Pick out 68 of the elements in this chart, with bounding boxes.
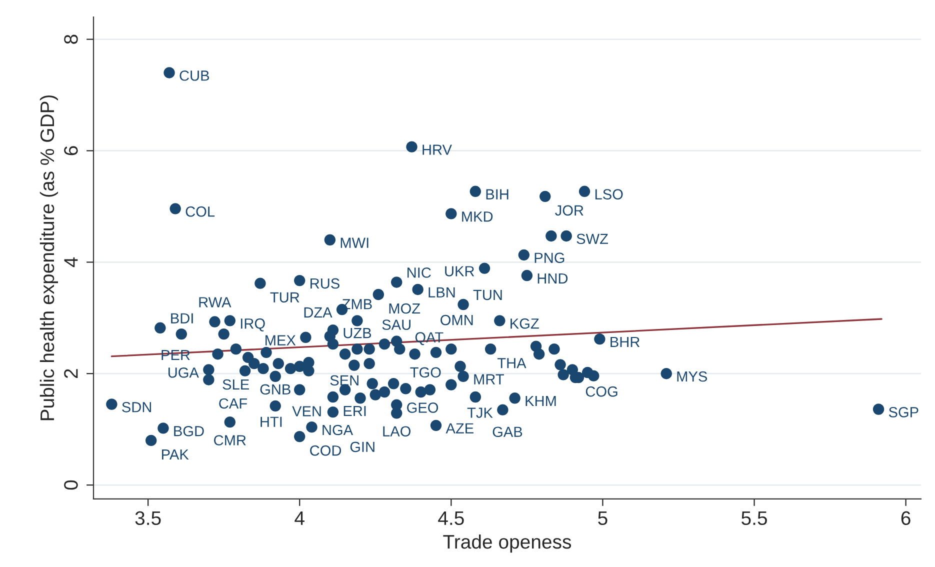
y-axis-title: Public health expenditure (as % GDP) xyxy=(40,95,58,420)
y-tick-label: 2 xyxy=(64,369,78,378)
x-tick-label: 5 xyxy=(598,511,608,526)
annotation: SAU xyxy=(382,320,410,330)
annotation: NIC xyxy=(408,267,431,278)
annotation: GAB xyxy=(492,426,522,438)
annotation: IRQ xyxy=(240,318,265,332)
annotation: MEX xyxy=(266,335,296,346)
annotation: COG xyxy=(586,386,618,397)
annotation: UZB xyxy=(344,328,372,338)
annotation: UGA xyxy=(168,367,199,378)
y-tick-label: 8 xyxy=(64,34,78,44)
annotation: CUB xyxy=(180,70,210,81)
annotation: GEO xyxy=(407,402,438,413)
annotation: TUR xyxy=(270,292,300,303)
y-tick-label: 6 xyxy=(64,146,78,156)
annotation: RWA xyxy=(199,297,232,308)
annotation: LBN xyxy=(428,287,455,298)
annotation: ERI xyxy=(344,406,366,416)
x-tick-label: 6 xyxy=(901,511,910,526)
annotation: COL xyxy=(186,206,215,217)
annotation: DZA xyxy=(304,307,332,318)
annotation: MKD xyxy=(462,212,493,222)
x-tick-label: 4.5 xyxy=(438,511,464,526)
annotation: SLE xyxy=(222,379,249,390)
annotation: PNG xyxy=(534,252,564,263)
annotation: RUS xyxy=(310,278,340,289)
y-tick-label: 0 xyxy=(64,480,78,490)
y-tick-label: 4 xyxy=(64,257,78,268)
annotation: TJK xyxy=(467,408,493,418)
annotation: BIH xyxy=(486,189,508,200)
annotation: SWZ xyxy=(576,234,608,244)
annotation: UKR xyxy=(445,266,474,276)
x-axis-title: Trade openess xyxy=(443,534,572,553)
annotation: KHM xyxy=(526,396,556,406)
annotation: BHR xyxy=(610,336,640,347)
annotation: TGO xyxy=(410,367,441,378)
annotation: CMR xyxy=(214,435,246,446)
annotation: LAO xyxy=(383,426,410,437)
annotation: OMN xyxy=(440,314,473,326)
annotation: MWI xyxy=(340,238,368,248)
annotation: BDI xyxy=(171,313,193,324)
annotation: GIN xyxy=(350,442,374,452)
annotation: JOR xyxy=(555,205,584,216)
annotation: AZE xyxy=(446,423,474,434)
annotation: MYS xyxy=(677,371,708,382)
annotation: CAF xyxy=(219,398,247,409)
annotation: MRT xyxy=(474,374,504,384)
x-tick-label: 4 xyxy=(294,511,304,525)
annotation: MOZ xyxy=(389,303,420,314)
annotation: TUN xyxy=(473,290,502,300)
annotation: THA xyxy=(497,358,526,368)
annotation: KGZ xyxy=(510,318,539,329)
annotation: NGA xyxy=(322,424,354,436)
annotation: HTI xyxy=(260,416,282,427)
annotation: SGP xyxy=(888,407,918,418)
annotation: HRV xyxy=(422,144,452,155)
x-tick-label: 3.5 xyxy=(135,511,161,526)
annotation: SDN xyxy=(122,402,152,412)
annotation: HND xyxy=(538,273,568,284)
annotation: LSO xyxy=(595,189,623,200)
x-tick-label: 5.5 xyxy=(742,511,767,526)
annotation: BGD xyxy=(174,426,204,436)
annotation: VEN xyxy=(292,406,321,416)
annotation: SEN xyxy=(330,375,358,386)
annotation: GNB xyxy=(260,384,290,395)
annotation: PAK xyxy=(162,449,189,460)
annotation: COD xyxy=(310,445,342,456)
